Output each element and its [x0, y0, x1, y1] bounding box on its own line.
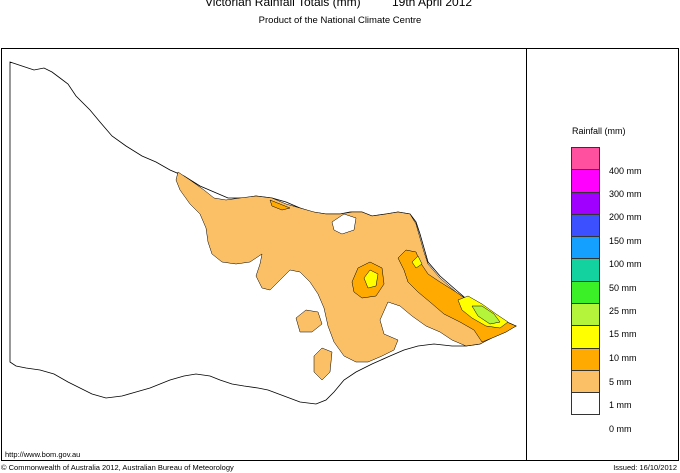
dry-patch-northeast [331, 213, 357, 235]
footer-copyright: © Commonwealth of Australia 2012, Austra… [1, 463, 234, 472]
legend-label-15: 15 mm [609, 329, 637, 339]
legend-label-1: 1 mm [609, 400, 632, 410]
legend-swatch-25 [571, 280, 600, 304]
rain-patch-west [295, 309, 323, 333]
rain-region-5mm-north [269, 199, 291, 211]
legend-label-300: 300 mm [609, 189, 642, 199]
title-row: Victorian Rainfall Totals (mm) 19th Apri… [0, 0, 680, 13]
rain-region-10mm-central [363, 269, 379, 289]
rain-region-1mm [175, 171, 517, 363]
legend-label-0: 0 mm [609, 424, 632, 434]
legend-label-100: 100 mm [609, 259, 642, 269]
legend-label-5: 5 mm [609, 377, 632, 387]
page-title: Victorian Rainfall Totals (mm) [205, 0, 361, 9]
map-frame [1, 48, 679, 461]
legend-swatch-15 [571, 303, 600, 326]
rain-region-10mm-northeast [411, 255, 423, 269]
rain-patch-south [313, 347, 333, 381]
legend-swatch-50 [571, 258, 600, 281]
legend-swatch-0 [571, 392, 600, 415]
legend-swatch-100 [571, 236, 600, 259]
footer-url-link[interactable]: http://www.bom.gov.au [5, 450, 81, 459]
legend-swatch-300 [571, 169, 600, 192]
legend-label-200: 200 mm [609, 212, 642, 222]
legend-label-10: 10 mm [609, 353, 637, 363]
legend-swatch-1 [571, 369, 600, 393]
legend-label-25: 25 mm [609, 306, 637, 316]
map-date: 19th April 2012 [392, 0, 473, 9]
legend-swatch-150 [571, 213, 600, 237]
page-subtitle: Product of the National Climate Centre [258, 15, 422, 26]
legend-label-400: 400 mm [609, 166, 642, 176]
legend-label-50: 50 mm [609, 283, 637, 293]
legend-divider [526, 48, 527, 461]
legend-swatch-200 [571, 191, 600, 214]
rain-region-15mm-east [471, 305, 501, 325]
legend-swatches [571, 147, 601, 415]
legend-swatch-400 [571, 147, 600, 170]
legend-swatch-5 [571, 347, 600, 370]
legend-swatch-10 [571, 325, 600, 348]
footer-issued-date: Issued: 16/10/2012 [613, 463, 677, 472]
legend-label-150: 150 mm [609, 236, 642, 246]
legend-title: Rainfall (mm) [572, 126, 626, 136]
